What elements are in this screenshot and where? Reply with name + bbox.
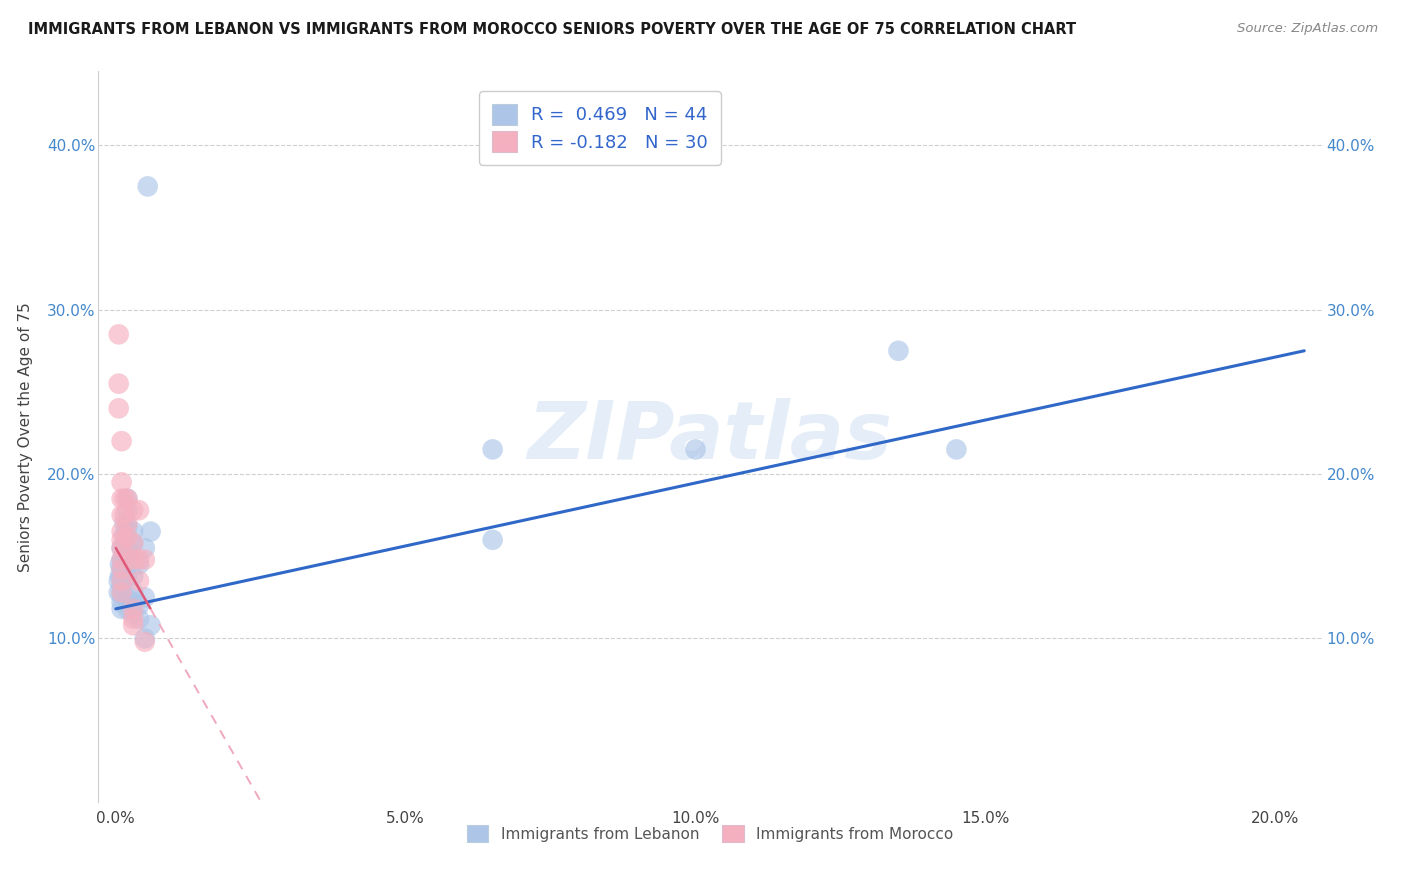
Point [122,612,145,626]
Point [685,442,707,457]
Point [110,508,132,523]
Point [122,618,145,632]
Point [110,574,132,588]
Point [114,516,136,531]
Point [134,552,156,566]
Point [122,607,145,621]
Point [107,401,129,416]
Point [110,552,132,566]
Point [136,179,159,194]
Point [114,528,136,542]
Point [108,569,131,583]
Point [122,552,145,566]
Point [110,562,132,576]
Point [117,591,139,605]
Point [117,529,139,543]
Point [110,585,132,599]
Point [110,475,132,490]
Text: Source: ZipAtlas.com: Source: ZipAtlas.com [1237,22,1378,36]
Point [128,503,150,517]
Point [117,602,139,616]
Point [122,569,145,583]
Point [110,595,132,609]
Point [107,327,129,342]
Point [481,533,503,547]
Point [128,599,150,613]
Point [117,516,139,531]
Point [114,491,136,506]
Point [117,503,139,517]
Point [107,574,129,588]
Point [128,552,150,566]
Point [122,602,145,616]
Point [110,560,132,574]
Point [110,541,132,555]
Point [114,538,136,552]
Point [117,491,139,506]
Point [122,536,145,550]
Point [481,442,503,457]
Point [108,558,131,572]
Text: ZIPatlas: ZIPatlas [527,398,893,476]
Point [128,558,150,572]
Point [134,634,156,648]
Point [110,587,132,601]
Point [128,574,150,588]
Point [117,491,139,506]
Point [110,541,132,555]
Point [134,541,156,555]
Point [117,552,139,566]
Point [110,434,132,449]
Point [122,524,145,539]
Point [110,491,132,506]
Point [110,533,132,547]
Point [114,508,136,523]
Point [107,376,129,391]
Point [139,618,162,632]
Point [110,579,132,593]
Point [110,552,132,566]
Point [110,524,132,539]
Point [139,524,162,539]
Point [117,569,139,583]
Point [110,602,132,616]
Point [122,585,145,599]
Point [117,519,139,533]
Point [122,536,145,550]
Text: IMMIGRANTS FROM LEBANON VS IMMIGRANTS FROM MOROCCO SENIORS POVERTY OVER THE AGE : IMMIGRANTS FROM LEBANON VS IMMIGRANTS FR… [28,22,1076,37]
Point [134,591,156,605]
Point [887,343,910,358]
Point [134,632,156,646]
Point [122,595,145,609]
Point [122,503,145,517]
Point [117,541,139,555]
Point [107,585,129,599]
Point [110,569,132,583]
Legend: Immigrants from Lebanon, Immigrants from Morocco: Immigrants from Lebanon, Immigrants from… [460,817,960,850]
Point [945,442,967,457]
Point [128,612,150,626]
Point [122,552,145,566]
Y-axis label: Seniors Poverty Over the Age of 75: Seniors Poverty Over the Age of 75 [18,302,34,572]
